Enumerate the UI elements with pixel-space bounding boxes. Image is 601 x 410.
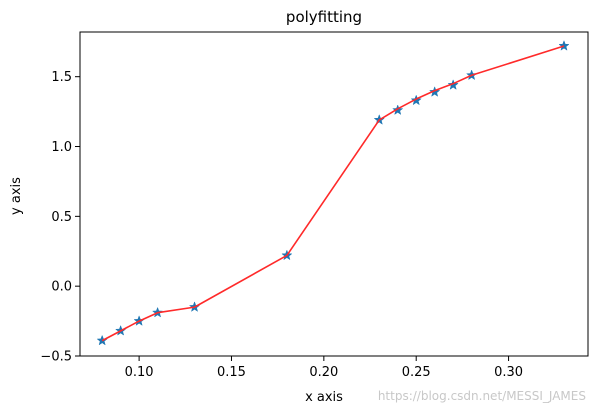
plot-series <box>96 40 570 346</box>
x-tick-label: 0.10 <box>125 365 154 380</box>
y-axis-ticks: −0.5 0.0 0.5 1.0 1.5 <box>40 70 80 365</box>
y-tick-label: 1.0 <box>51 140 72 155</box>
chart-title: polyfitting <box>286 8 362 26</box>
x-tick-label: 0.30 <box>494 365 523 380</box>
x-axis-label: x axis <box>305 390 343 405</box>
data-point-star <box>429 86 441 97</box>
y-tick-label: 0.5 <box>51 210 72 225</box>
x-tick-label: 0.15 <box>217 365 246 380</box>
x-tick-label: 0.25 <box>402 365 431 380</box>
x-tick-label: 0.20 <box>309 365 338 380</box>
y-tick-label: 1.5 <box>51 70 72 85</box>
fit-line <box>101 45 565 342</box>
y-tick-label: 0.0 <box>51 280 72 295</box>
plot-frame <box>79 31 589 357</box>
y-tick-label: −0.5 <box>40 350 72 365</box>
x-axis-ticks: 0.10 0.15 0.20 0.25 0.30 <box>125 356 523 380</box>
data-point-star <box>558 40 570 51</box>
data-point-star <box>410 94 422 106</box>
y-axis-label: y axis <box>9 177 24 215</box>
data-point-star <box>447 79 459 90</box>
watermark-text: https://blog.csdn.net/MESSI_JAMES <box>378 389 586 403</box>
